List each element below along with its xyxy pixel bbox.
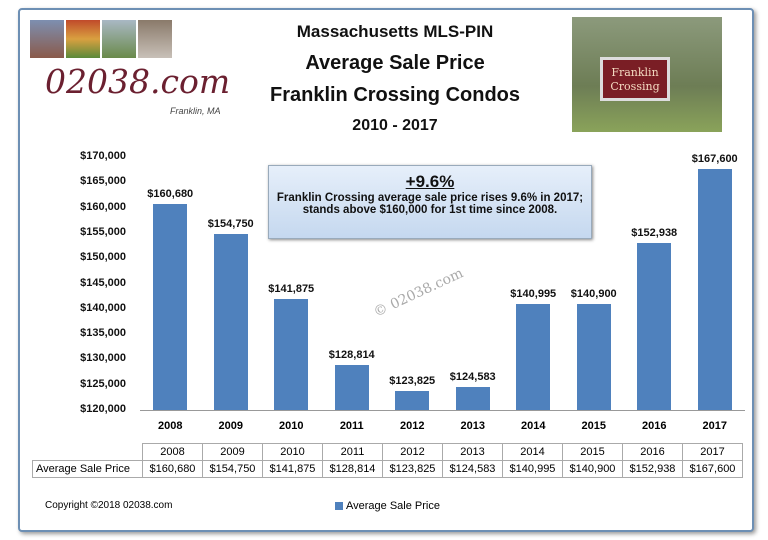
x-tick-label: 2012 [400,420,425,432]
title-line1: Massachusetts MLS-PIN [296,22,494,41]
table-value-cell: $140,995 [502,460,563,478]
table-header-cell: 2012 [382,443,443,461]
table-value-cell: $160,680 [142,460,203,478]
table-header-cell: 2014 [502,443,563,461]
y-tick-label: $165,000 [80,175,126,188]
data-label: $160,680 [147,188,194,201]
data-label: $140,995 [510,287,557,300]
bar-2012 [395,390,430,410]
table-value-cell: $167,600 [682,460,743,478]
x-tick-label: 2015 [581,420,606,432]
sign-text: Franklin Crossing [600,57,670,101]
y-tick-label: $170,000 [80,150,126,162]
data-label: $167,600 [691,153,738,166]
table-header-cell: 2017 [682,443,743,461]
logo: 02038.com [45,62,231,101]
copyright: Copyright ©2018 02038.com [45,500,173,511]
y-tick-label: $130,000 [80,352,126,365]
header-photos [30,20,172,58]
bar-2010 [274,299,309,410]
table-value-cell: $140,900 [562,460,623,478]
x-axis [140,410,745,411]
y-tick-label: $140,000 [80,301,126,314]
annotation-text: Franklin Crossing average sale price ris… [276,192,584,216]
y-tick-label: $125,000 [80,377,126,390]
table-header-cell: 2011 [322,443,383,461]
table-header-cell: 2015 [562,443,623,461]
bar-2008 [153,204,188,410]
y-tick-label: $145,000 [80,276,126,289]
data-label: $140,900 [570,288,617,301]
y-tick-label: $155,000 [80,225,126,238]
table-value-cell: $124,583 [442,460,503,478]
data-label: $154,750 [207,218,254,231]
table-header-cell: 2009 [202,443,263,461]
y-tick-label: $160,000 [80,200,126,213]
x-tick-label: 2014 [521,420,546,432]
bar-2017 [697,169,732,410]
bar-2016 [637,243,672,410]
table-header-cell: 2010 [262,443,323,461]
sign-photo: Franklin Crossing [572,17,722,132]
bar-2014 [516,303,551,410]
data-label: $123,825 [389,374,436,387]
x-tick-label: 2017 [702,420,727,432]
table-header-cell: 2008 [142,443,203,461]
x-tick-label: 2008 [158,420,183,432]
table-value-cell: $141,875 [262,460,323,478]
x-tick-label: 2009 [218,420,243,432]
legend-label: Average Sale Price [346,500,440,512]
title-line3: Franklin Crossing Condos [269,84,521,106]
x-tick-label: 2011 [339,420,364,432]
table-value-cell: $154,750 [202,460,263,478]
table-row-label: Average Sale Price [32,460,143,478]
data-label: $124,583 [449,370,496,383]
data-label: $141,875 [268,283,315,296]
bar-2011 [334,365,369,410]
legend-swatch [335,502,343,510]
table-header-cell: 2013 [442,443,503,461]
bar-2009 [213,234,248,410]
table-value-cell: $123,825 [382,460,443,478]
table-header-cell: 2016 [622,443,683,461]
x-tick-label: 2010 [279,420,304,432]
data-table: 2008 2009 2010 2011 2012 2013 2014 2015 2016 2017… [32,443,743,478]
y-tick-label: $150,000 [80,251,126,264]
data-label: $128,814 [328,349,375,362]
table-value-cell: $128,814 [322,460,383,478]
data-label: $152,938 [631,227,678,240]
bar-2015 [576,304,611,410]
title-line4: 2010 - 2017 [352,117,438,134]
x-tick-label: 2016 [642,420,667,432]
bar-2013 [455,386,490,410]
x-tick-label: 2013 [460,420,485,432]
y-tick-label: $135,000 [80,327,126,340]
annotation-headline: +9.6% [405,172,455,191]
y-tick-label: $120,000 [80,403,126,415]
table-value-cell: $152,938 [622,460,683,478]
annotation-box: +9.6% Franklin Crossing average sale pri… [268,165,592,239]
title-line2: Average Sale Price [305,52,485,74]
logo-subtitle: Franklin, MA [170,106,221,116]
